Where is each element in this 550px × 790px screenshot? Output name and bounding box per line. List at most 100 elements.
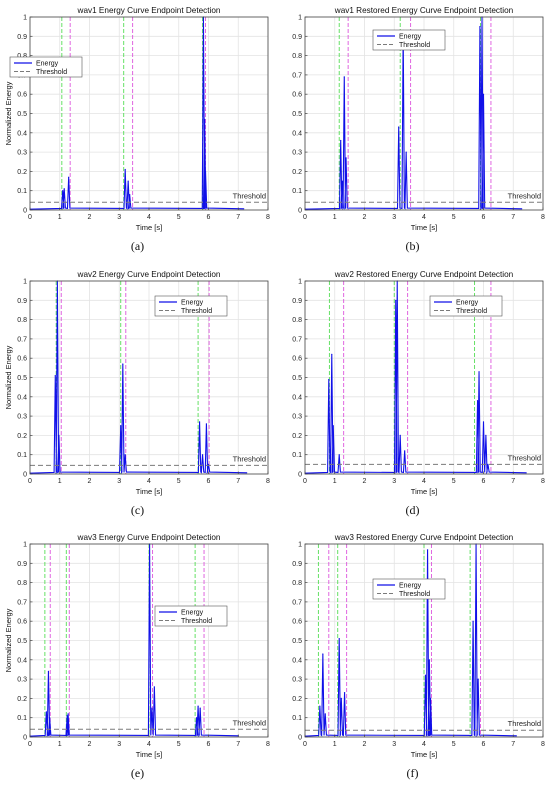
energy-peak-point bbox=[404, 450, 406, 452]
x-tick-label: 0 bbox=[303, 741, 307, 748]
energy-peak-point bbox=[477, 678, 479, 680]
x-tick-label: 5 bbox=[177, 741, 181, 748]
x-axis-label: Time [s] bbox=[411, 223, 437, 232]
legend-energy-label: Energy bbox=[181, 610, 204, 617]
y-tick-label: 0.2 bbox=[17, 169, 27, 176]
y-tick-label: 0.9 bbox=[17, 34, 27, 41]
energy-peak-point bbox=[485, 434, 487, 436]
y-tick-label: 1 bbox=[298, 15, 302, 22]
x-tick-label: 4 bbox=[422, 214, 426, 221]
chart-title: wav3 Energy Curve Endpoint Detection bbox=[77, 533, 221, 542]
energy-peak-point bbox=[424, 674, 427, 676]
energy-peak-point bbox=[332, 425, 334, 427]
chart-title: wav2 Energy Curve Endpoint Detection bbox=[77, 270, 221, 279]
x-tick-label: 6 bbox=[207, 741, 211, 748]
y-tick-label: 0.5 bbox=[17, 111, 27, 118]
x-tick-label: 4 bbox=[422, 741, 426, 748]
threshold-annotation: Threshold bbox=[508, 453, 541, 462]
x-tick-label: 7 bbox=[511, 478, 515, 485]
energy-peak-point bbox=[47, 670, 50, 672]
x-tick-label: 6 bbox=[482, 478, 486, 485]
caption-a: (a) bbox=[130, 239, 145, 253]
energy-peak-point bbox=[328, 378, 330, 381]
y-tick-label: 0.4 bbox=[292, 657, 302, 664]
panel-e: Threshold 0 1 2 3 4 5 6 7 8 0 0.1 0.2 0.3 0.4 0.5 0.6 0.7… bbox=[0, 527, 275, 790]
energy-series-line bbox=[29, 280, 248, 475]
energy-peak-point bbox=[196, 717, 198, 719]
energy-peak-point bbox=[476, 400, 479, 402]
y-tick-label: 0.7 bbox=[17, 599, 27, 606]
x-tick-label: 2 bbox=[88, 741, 92, 748]
chart-wav2-restored-energy: Threshold 0 1 2 3 4 5 6 7 8 0 0.1 0.2 0.3 0.4 0.5 0.6 0.7… bbox=[292, 270, 545, 496]
x-tick-label: 2 bbox=[363, 741, 367, 748]
energy-peak-point bbox=[322, 653, 324, 655]
legend-threshold-label: Threshold bbox=[456, 308, 487, 315]
y-tick-label: 0.3 bbox=[17, 677, 27, 684]
legend-energy-label: Energy bbox=[399, 34, 422, 41]
y-tick-label: 0.4 bbox=[17, 394, 27, 401]
x-tick-label: 0 bbox=[28, 478, 32, 485]
x-tick-label: 0 bbox=[28, 741, 32, 748]
y-tick-label: 0.8 bbox=[17, 53, 27, 60]
y-tick-label: 0.4 bbox=[292, 394, 302, 401]
energy-peak-point bbox=[338, 637, 340, 640]
chart-wav1-restored-energy: Threshold 0 1 2 3 4 5 6 7 8 0 0.1 0.2 0.3 0.4 0.5 0.6 0.7… bbox=[292, 6, 545, 232]
x-tick-label: 7 bbox=[236, 741, 240, 748]
y-tick-label: 0.7 bbox=[17, 336, 27, 343]
x-tick-label: 7 bbox=[236, 214, 240, 221]
y-tick-label: 0.5 bbox=[292, 375, 302, 382]
y-tick-label: 1 bbox=[23, 15, 27, 22]
x-tick-label: 5 bbox=[452, 214, 456, 221]
y-tick-label: 0.4 bbox=[292, 130, 302, 137]
x-tick-label: 0 bbox=[303, 214, 307, 221]
energy-peak-point bbox=[324, 713, 326, 715]
y-tick-label: 0.9 bbox=[17, 298, 27, 305]
y-tick-label: 0.3 bbox=[292, 677, 302, 684]
y-tick-label: 0.6 bbox=[292, 356, 302, 363]
panel-c: Threshold 0 1 2 3 4 5 6 7 8 0 0.1 0.2 0.3 0.4 0.5 0.6 0.7… bbox=[0, 264, 275, 527]
y-tick-label: 0.9 bbox=[292, 561, 302, 568]
energy-peak-point bbox=[398, 126, 400, 128]
energy-peak-point bbox=[198, 421, 201, 423]
y-axis-label: Normalized Energy bbox=[4, 345, 13, 409]
energy-peak-point bbox=[395, 299, 397, 301]
y-tick-label: 0.7 bbox=[292, 599, 302, 606]
y-tick-label: 0.8 bbox=[17, 580, 27, 587]
y-tick-label: 0.9 bbox=[292, 298, 302, 305]
y-tick-label: 1 bbox=[298, 279, 302, 286]
energy-peak-point bbox=[151, 707, 153, 709]
legend-threshold-label: Threshold bbox=[36, 69, 67, 76]
y-tick-label: 1 bbox=[298, 542, 302, 549]
energy-peak-point bbox=[482, 421, 485, 423]
x-tick-label: 1 bbox=[333, 741, 337, 748]
x-tick-label: 8 bbox=[266, 214, 270, 221]
energy-peak-point bbox=[482, 93, 485, 95]
energy-series-line bbox=[304, 16, 523, 211]
x-tick-label: 3 bbox=[117, 478, 121, 485]
y-tick-label: 0.9 bbox=[292, 34, 302, 41]
x-tick-label: 6 bbox=[207, 214, 211, 221]
y-tick-label: 0.2 bbox=[292, 696, 302, 703]
y-tick-label: 0.1 bbox=[292, 452, 302, 459]
energy-peak-point bbox=[63, 188, 65, 190]
x-tick-label: 3 bbox=[392, 478, 396, 485]
x-tick-label: 4 bbox=[147, 741, 151, 748]
y-tick-label: 0.6 bbox=[17, 619, 27, 626]
x-tick-label: 2 bbox=[363, 214, 367, 221]
energy-peak-point bbox=[338, 454, 340, 456]
x-tick-label: 3 bbox=[392, 214, 396, 221]
y-axis-label: Normalized Energy bbox=[4, 608, 13, 672]
y-tick-label: 0 bbox=[298, 472, 302, 479]
legend-energy-label: Energy bbox=[399, 583, 422, 590]
x-tick-label: 2 bbox=[88, 478, 92, 485]
energy-peak-point bbox=[127, 180, 129, 182]
y-tick-label: 0.5 bbox=[17, 375, 27, 382]
x-tick-label: 6 bbox=[482, 214, 486, 221]
x-tick-label: 7 bbox=[511, 741, 515, 748]
y-tick-label: 0.3 bbox=[292, 414, 302, 421]
x-tick-label: 4 bbox=[422, 478, 426, 485]
y-tick-label: 0.1 bbox=[292, 188, 302, 195]
energy-peak-point bbox=[197, 705, 199, 707]
x-tick-label: 1 bbox=[58, 214, 62, 221]
y-tick-label: 0.5 bbox=[292, 111, 302, 118]
